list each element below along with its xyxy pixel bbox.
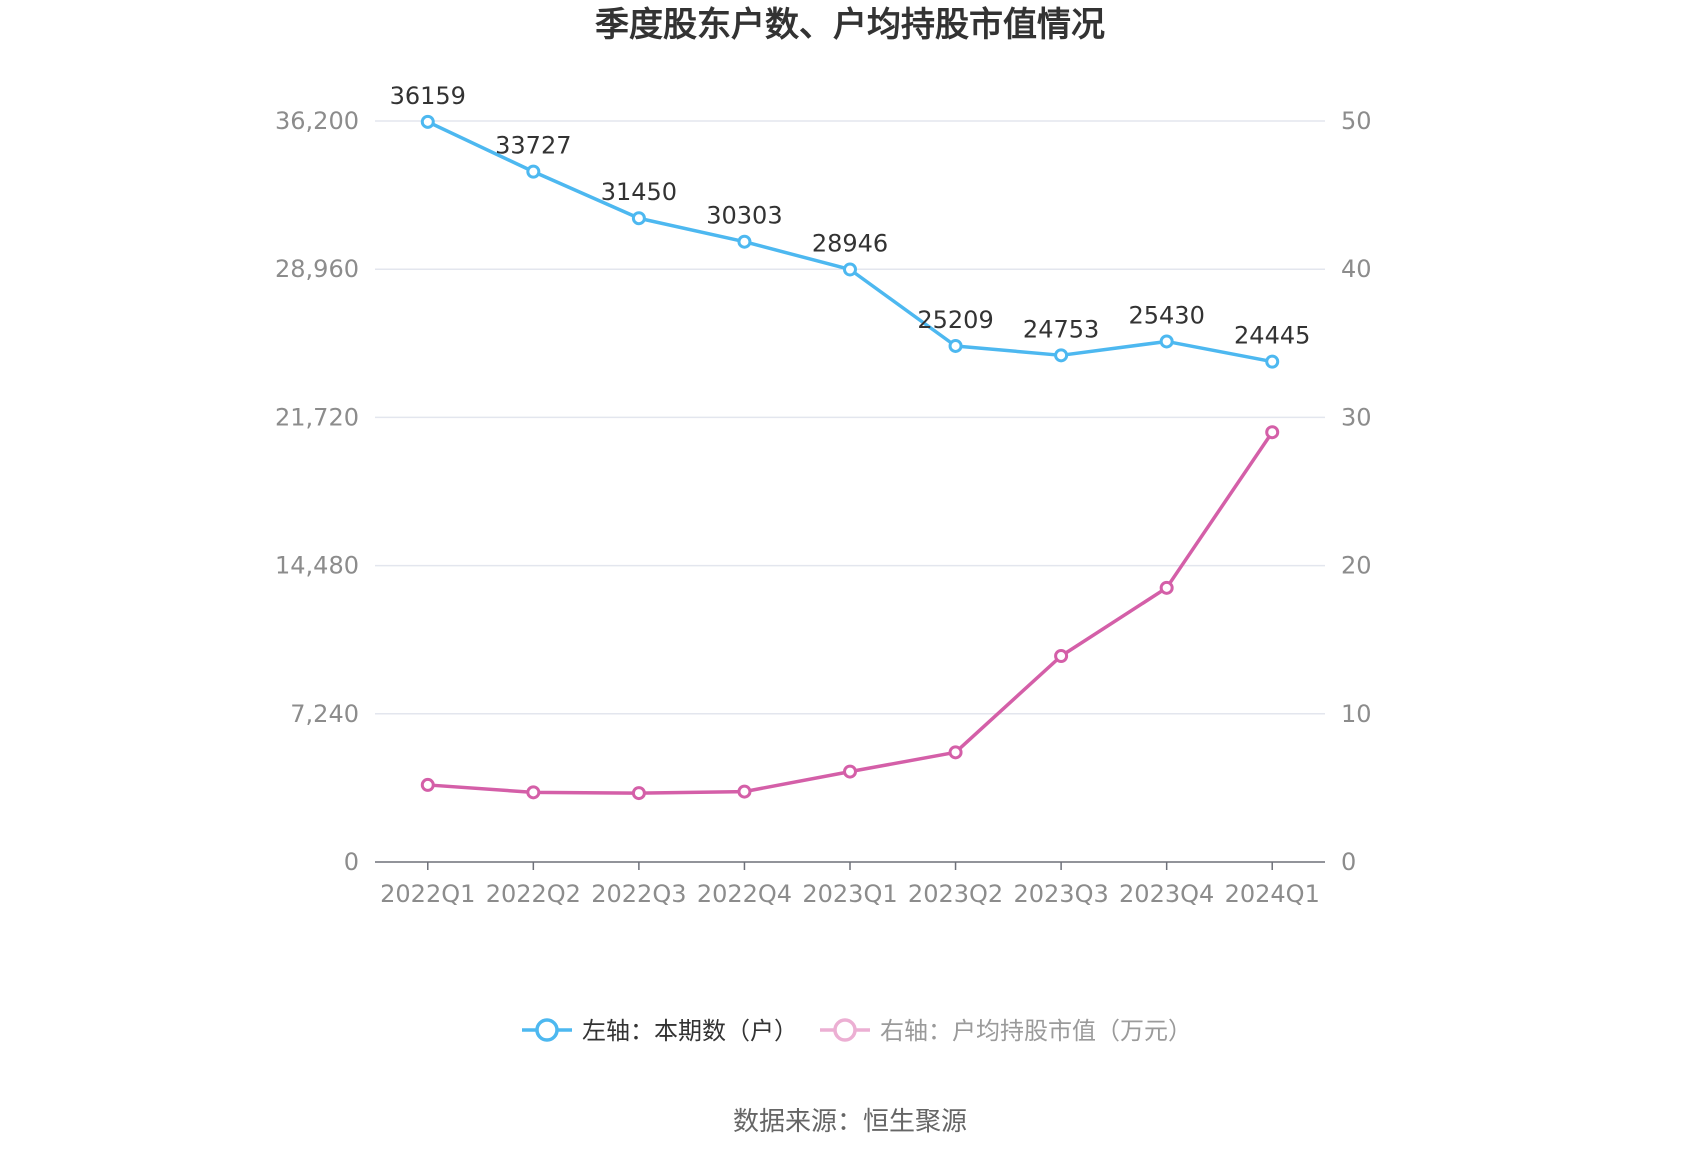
- legend-marker: [833, 1018, 857, 1042]
- right-tick-label: 30: [1341, 403, 1372, 431]
- left-tick-label: 28,960: [275, 255, 359, 283]
- data-point: [420, 114, 435, 129]
- data-point: [1054, 649, 1069, 664]
- data-point: [1054, 348, 1069, 363]
- x-tick-label: 2022Q2: [486, 880, 581, 908]
- series-layer: 36159 33727 31450 30303 28946 25209 24753 25430…: [390, 82, 1310, 801]
- legend[interactable]: 左轴：本期数（户） 右轴：户均持股市值（万元）: [522, 1017, 1192, 1045]
- data-label: 25430: [1128, 301, 1204, 329]
- data-label: 24753: [1023, 315, 1099, 343]
- right-tick-label: 40: [1341, 255, 1372, 283]
- x-tick-label: 2022Q3: [591, 880, 686, 908]
- left-tick-label: 21,720: [275, 403, 359, 431]
- x-tick-label: 2023Q4: [1119, 880, 1214, 908]
- grid-lines: [375, 120, 1325, 715]
- data-point: [1265, 354, 1280, 369]
- right-tick-label: 50: [1341, 107, 1372, 135]
- data-point: [631, 211, 646, 226]
- right-axis-ticks: 0 10 20 30 40 50: [1341, 107, 1372, 876]
- data-label: 24445: [1234, 322, 1310, 350]
- data-label: 30303: [706, 202, 782, 230]
- right-tick-label: 10: [1341, 700, 1372, 728]
- left-tick-label: 36,200: [275, 107, 359, 135]
- source-note: 数据来源：恒生聚源: [733, 1107, 967, 1137]
- series-line: [427, 431, 1274, 795]
- data-point: [1159, 580, 1174, 595]
- left-tick-label: 0: [344, 848, 359, 876]
- data-label: 28946: [812, 229, 888, 257]
- left-tick-label: 7,240: [290, 700, 359, 728]
- legend-marker: [535, 1018, 559, 1042]
- data-point: [737, 234, 752, 249]
- x-axis: 2022Q1 2022Q2 2022Q3 2022Q4 2023Q1 2023Q2 2023…: [375, 861, 1325, 908]
- data-point: [737, 784, 752, 799]
- data-label: 25209: [917, 306, 993, 334]
- x-tick-label: 2023Q1: [802, 880, 897, 908]
- x-tick-label: 2023Q3: [1013, 880, 1108, 908]
- right-tick-label: 20: [1341, 552, 1372, 580]
- x-tick-label: 2022Q1: [380, 880, 475, 908]
- data-label: 36159: [390, 82, 466, 110]
- data-point: [420, 777, 435, 792]
- data-point: [631, 786, 646, 801]
- data-point: [526, 785, 541, 800]
- legend-label: 右轴：户均持股市值（万元）: [880, 1017, 1192, 1045]
- data-point: [948, 745, 963, 760]
- x-tick-label: 2022Q4: [697, 880, 792, 908]
- data-point: [1265, 425, 1280, 440]
- x-tick-label: 2024Q1: [1225, 880, 1320, 908]
- left-axis-ticks: 0 7,240 14,480 21,720 28,960 36,200: [275, 107, 359, 876]
- data-point: [843, 262, 857, 277]
- data-point: [526, 164, 541, 179]
- right-tick-label: 0: [1341, 848, 1356, 876]
- data-point: [1159, 334, 1174, 349]
- chart-title: 季度股东户数、户均持股市值情况: [595, 5, 1105, 45]
- left-tick-label: 14,480: [275, 552, 359, 580]
- legend-label: 左轴：本期数（户）: [582, 1017, 798, 1045]
- x-tick-label: 2023Q2: [908, 880, 1003, 908]
- data-point: [948, 338, 963, 353]
- data-label: 31450: [601, 178, 677, 206]
- data-label: 33727: [495, 132, 571, 160]
- data-point: [843, 764, 857, 779]
